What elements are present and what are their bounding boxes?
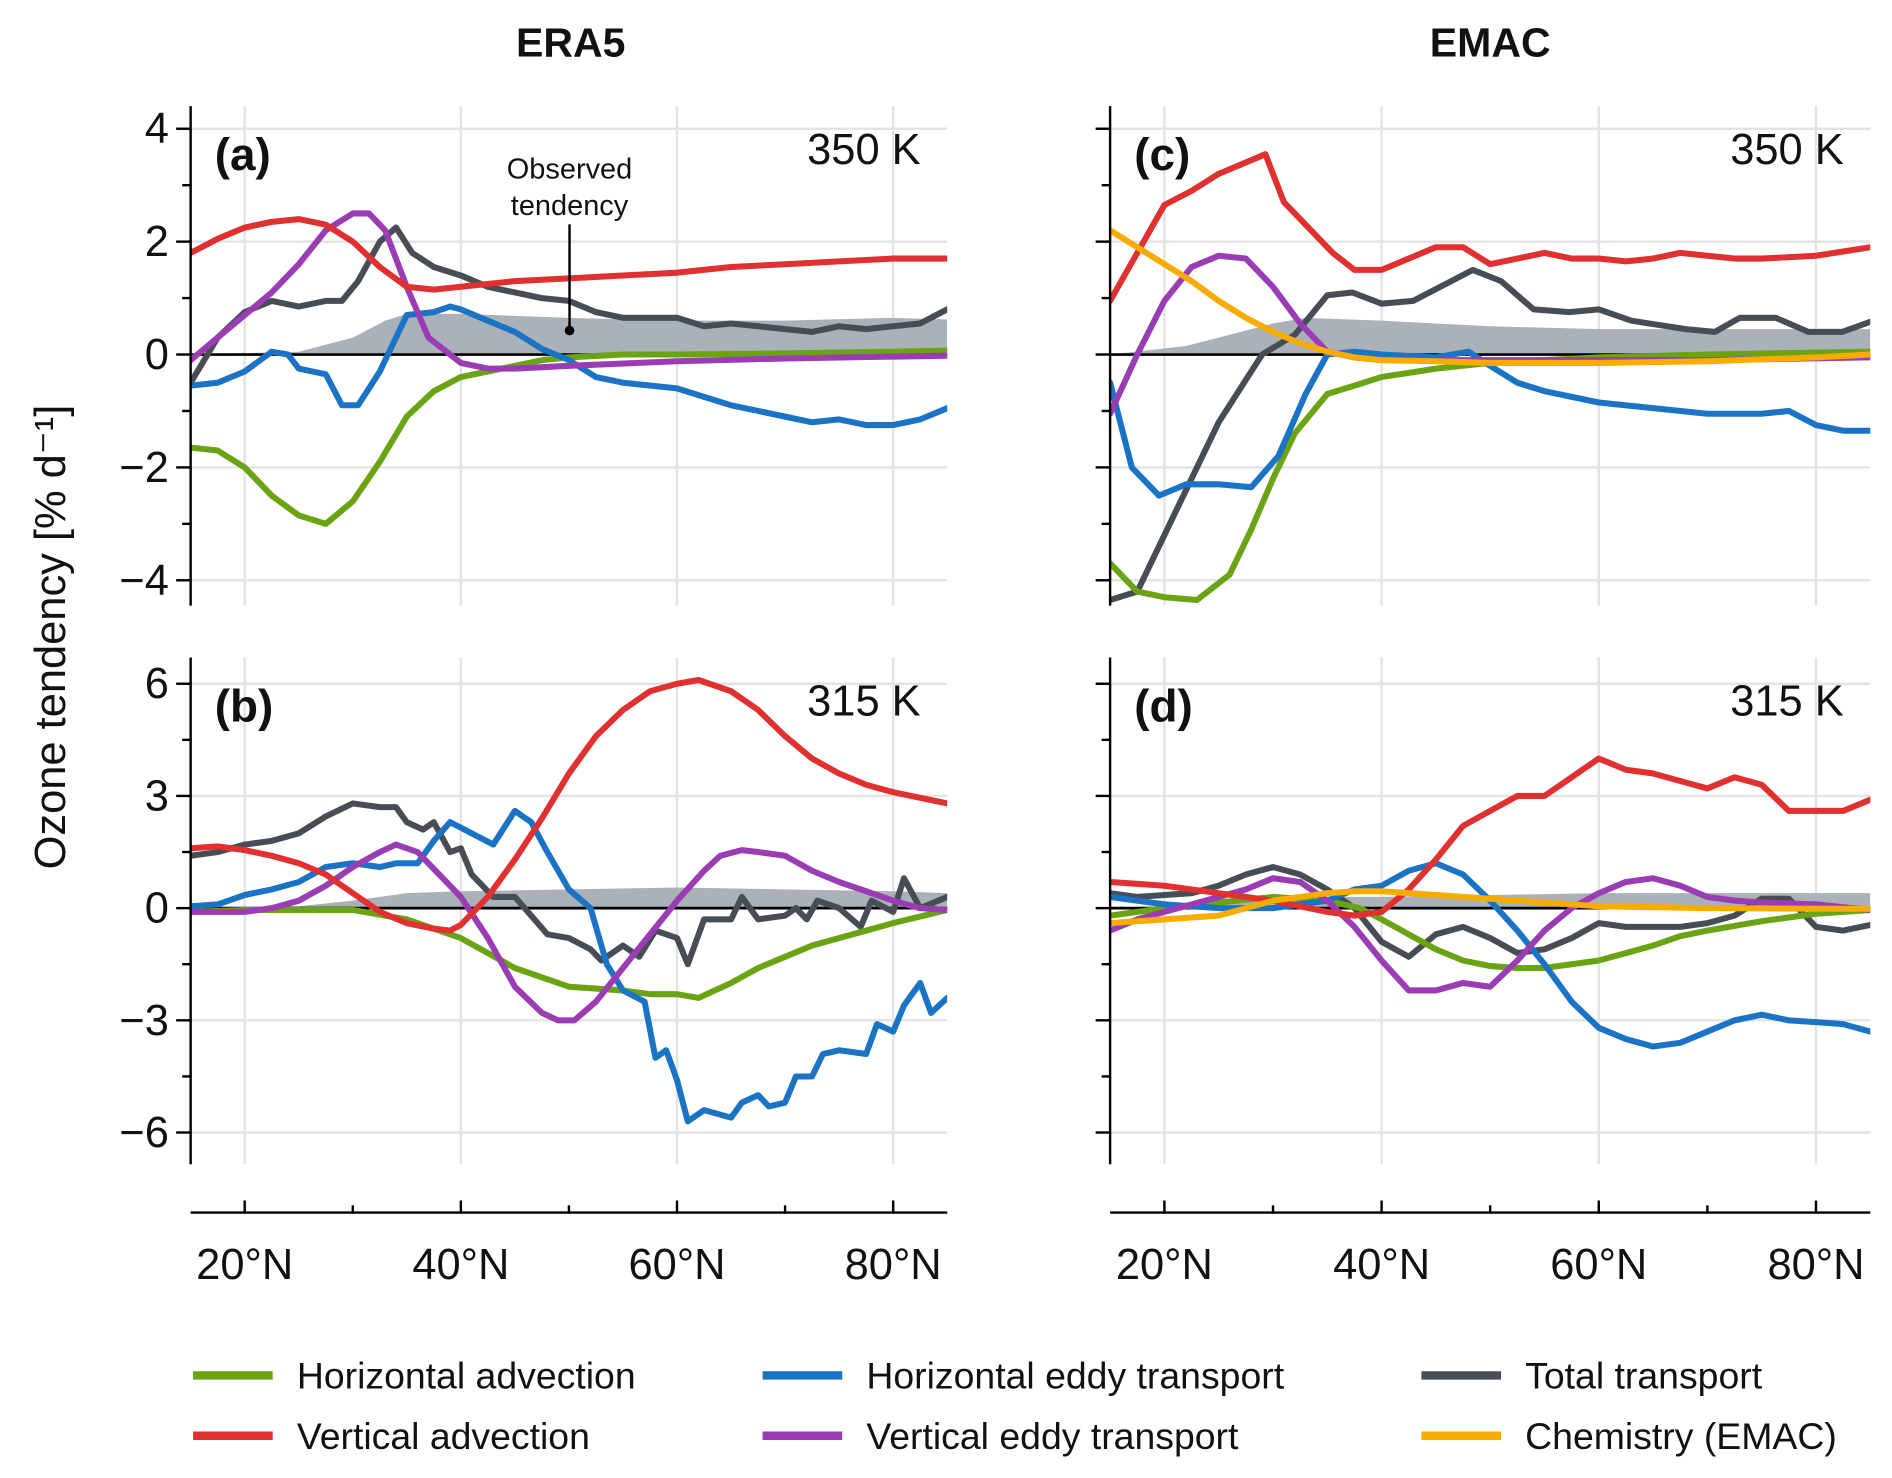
level-label: 315 K [1730, 677, 1844, 725]
legend-label: Vertical eddy transport [866, 1415, 1239, 1457]
series-horizontal-advection [190, 347, 948, 527]
annotation-line-2: tendency [511, 190, 629, 222]
series-horizontal-eddy [1110, 348, 1871, 499]
level-label: 350 K [1730, 126, 1844, 174]
x-tick-label: 40°N [1333, 1241, 1430, 1289]
legend-item-chemistry: Chemistry (EMAC) [1421, 1415, 1837, 1457]
legend-label: Total transport [1525, 1355, 1763, 1397]
series-total [1110, 266, 1871, 604]
y-tick-label: 4 [145, 105, 169, 153]
y-tick-label: −3 [119, 997, 169, 1045]
panel-c: (c) 350 K [1095, 106, 1871, 606]
panel-a: 4 2 0 −2 −4 (a) 350 K [119, 105, 948, 606]
x-tick-label: 40°N [412, 1241, 509, 1289]
annotation-line-1: Observed [507, 154, 632, 186]
observed-tendency-area [190, 887, 948, 909]
panels: 4 2 0 −2 −4 (a) 350 K 6 3 0 −3 −6 (b) 315 K 20°N 40°N 60… [119, 105, 1871, 1289]
panel-label: (b) [215, 680, 274, 732]
series-vertical-advection [190, 216, 948, 293]
level-label: 315 K [807, 677, 921, 725]
y-tick-label: 2 [145, 218, 169, 266]
series-vertical-advection [1110, 755, 1871, 919]
x-tick-label: 20°N [1116, 1241, 1213, 1289]
panel-label: (a) [215, 128, 271, 180]
annotation-dot [564, 325, 575, 336]
series-total [190, 800, 948, 968]
series-horizontal-eddy [190, 303, 948, 429]
series-vertical-advection [1110, 151, 1871, 304]
legend-label: Vertical advection [297, 1415, 590, 1457]
legend-label: Chemistry (EMAC) [1525, 1415, 1837, 1457]
legend: Horizontal advection Vertical advection Ho… [193, 1355, 1837, 1457]
y-tick-label: 3 [145, 772, 169, 820]
y-tick-label: 0 [145, 331, 169, 379]
legend-item-total: Total transport [1421, 1355, 1763, 1397]
level-label: 350 K [807, 126, 921, 174]
y-tick-label: −6 [119, 1109, 169, 1157]
legend-item-horizontal-advection: Horizontal advection [193, 1355, 636, 1397]
x-tick-label: 80°N [1767, 1241, 1864, 1289]
panel-b: 6 3 0 −3 −6 (b) 315 K [119, 657, 948, 1165]
y-tick-label: 0 [145, 885, 169, 933]
x-tick-label: 20°N [196, 1241, 293, 1289]
series-total [190, 224, 948, 386]
x-tick-label: 60°N [1550, 1241, 1647, 1289]
series-horizontal-advection [190, 906, 948, 1001]
observed-tendency-area [1110, 317, 1871, 355]
x-tick-label: 80°N [845, 1241, 942, 1289]
legend-item-horizontal-eddy: Horizontal eddy transport [762, 1355, 1285, 1397]
series-horizontal-eddy [190, 807, 948, 1125]
observed-tendency-annotation: Observed tendency [507, 154, 632, 336]
legend-item-vertical-eddy: Vertical eddy transport [762, 1415, 1239, 1457]
series-vertical-eddy [190, 210, 948, 372]
panel-d: (d) 315 K [1095, 657, 1871, 1165]
y-tick-label: −2 [119, 444, 169, 492]
legend-label: Horizontal advection [297, 1355, 636, 1397]
panel-label: (c) [1134, 128, 1190, 180]
panel-label: (d) [1134, 680, 1193, 732]
x-tick-label: 60°N [628, 1241, 725, 1289]
legend-label: Horizontal eddy transport [866, 1355, 1284, 1397]
series-chemistry [1110, 888, 1871, 927]
column-title-era5: ERA5 [516, 20, 625, 66]
series-chemistry [1110, 227, 1871, 366]
series-horizontal-advection [1110, 348, 1871, 604]
x-axis: 20°N 40°N 60°N 80°N [190, 1200, 948, 1289]
column-title-emac: EMAC [1430, 20, 1551, 66]
legend-item-vertical-advection: Vertical advection [193, 1415, 590, 1457]
y-tick-label: 6 [145, 660, 169, 708]
series-vertical-eddy [190, 841, 948, 1024]
series-vertical-advection [190, 676, 948, 934]
y-tick-label: −4 [119, 557, 169, 605]
y-axis-label: Ozone tendency [% d⁻¹] [27, 405, 75, 870]
series-horizontal-eddy [1110, 860, 1871, 1050]
x-axis: 20°N 40°N 60°N 80°N [1110, 1200, 1871, 1289]
